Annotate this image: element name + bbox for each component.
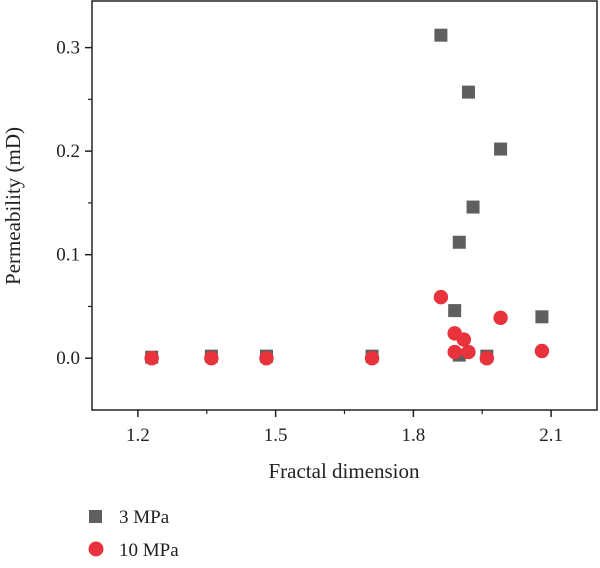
- plot-frame: [91, 0, 598, 411]
- x-tick-label: 1.2: [126, 425, 150, 446]
- point-10mpa-2: [259, 351, 274, 366]
- x-tick-label: 2.1: [539, 425, 563, 446]
- x-axis-title: Fractal dimension: [268, 459, 420, 483]
- point-10mpa-9: [479, 351, 495, 366]
- y-axis-ticks: [85, 46, 92, 359]
- legend-label-3mpa: 3 MPa: [119, 507, 170, 528]
- legend-marker-3mpa: [89, 510, 102, 523]
- point-3mpa-6: [452, 235, 466, 249]
- y-axis-title: Permeability (mD): [1, 127, 25, 285]
- legend: 3 MPa 10 MPa: [88, 507, 179, 561]
- y-tick-label: 0.2: [56, 141, 80, 162]
- point-10mpa-1: [204, 351, 219, 366]
- legend-label-10mpa: 10 MPa: [119, 540, 179, 561]
- y-tick-label: 0.1: [56, 245, 80, 266]
- x-tick-label: 1.8: [401, 425, 425, 446]
- data-points: [144, 28, 550, 366]
- point-3mpa-9: [466, 200, 480, 214]
- point-3mpa-11: [494, 142, 508, 156]
- point-10mpa-7: [456, 332, 472, 347]
- point-3mpa-8: [461, 85, 475, 99]
- point-10mpa-0: [144, 351, 159, 366]
- point-10mpa-6: [447, 344, 462, 360]
- point-10mpa-4: [433, 289, 449, 305]
- point-3mpa-4: [434, 28, 448, 42]
- x-axis-tick-labels: 1.2 1.5 1.8 2.1: [126, 425, 563, 446]
- point-3mpa-5: [448, 304, 462, 318]
- legend-marker-10mpa: [88, 541, 104, 557]
- point-10mpa-3: [364, 351, 380, 366]
- point-10mpa-10: [493, 310, 508, 326]
- x-axis-ticks: [137, 410, 552, 417]
- y-tick-label: 0.0: [56, 348, 80, 369]
- y-tick-label: 0.3: [56, 38, 80, 59]
- x-tick-label: 1.5: [264, 425, 288, 446]
- point-3mpa-12: [535, 310, 549, 324]
- point-10mpa-8: [461, 344, 476, 360]
- y-axis-tick-labels: 0.0 0.1 0.2 0.3: [56, 38, 80, 370]
- point-10mpa-11: [534, 343, 550, 359]
